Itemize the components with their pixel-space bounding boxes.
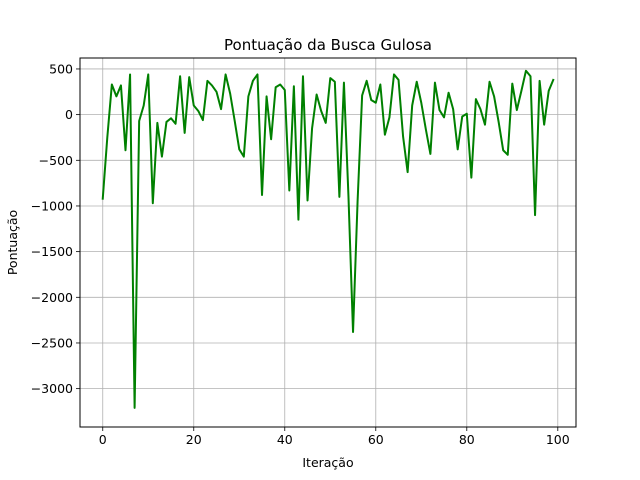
- y-tick-label: 500: [49, 61, 73, 76]
- chart-title: Pontuação da Busca Gulosa: [224, 36, 432, 54]
- grid-lines: [80, 58, 576, 427]
- x-tick-label: 0: [99, 432, 107, 447]
- score-series-line: [101, 69, 555, 409]
- x-tick-label: 40: [277, 432, 293, 447]
- x-tick-label: 80: [459, 432, 475, 447]
- x-tick-label: 60: [368, 432, 384, 447]
- x-tick-label: 100: [546, 432, 570, 447]
- y-tick-label: 0: [65, 107, 73, 122]
- y-tick-label: −500: [39, 153, 73, 168]
- x-axis-title: Iteração: [302, 455, 353, 470]
- y-tick-label: −1000: [31, 198, 73, 213]
- plot-area-frame: [79, 57, 577, 428]
- y-tick-label: −1500: [31, 244, 73, 259]
- x-axis-ticks: 0 20 40 60 80 100: [99, 427, 570, 447]
- y-axis-title: Pontuação: [5, 210, 20, 275]
- y-tick-label: −2000: [31, 290, 73, 305]
- x-tick-label: 20: [186, 432, 202, 447]
- y-tick-label: −2500: [31, 335, 73, 350]
- y-tick-label: −3000: [31, 381, 73, 396]
- y-axis-ticks: 500 0 −500 −1000 −1500 −2000 −2500 −3000: [31, 61, 80, 396]
- series-layer: [101, 69, 555, 409]
